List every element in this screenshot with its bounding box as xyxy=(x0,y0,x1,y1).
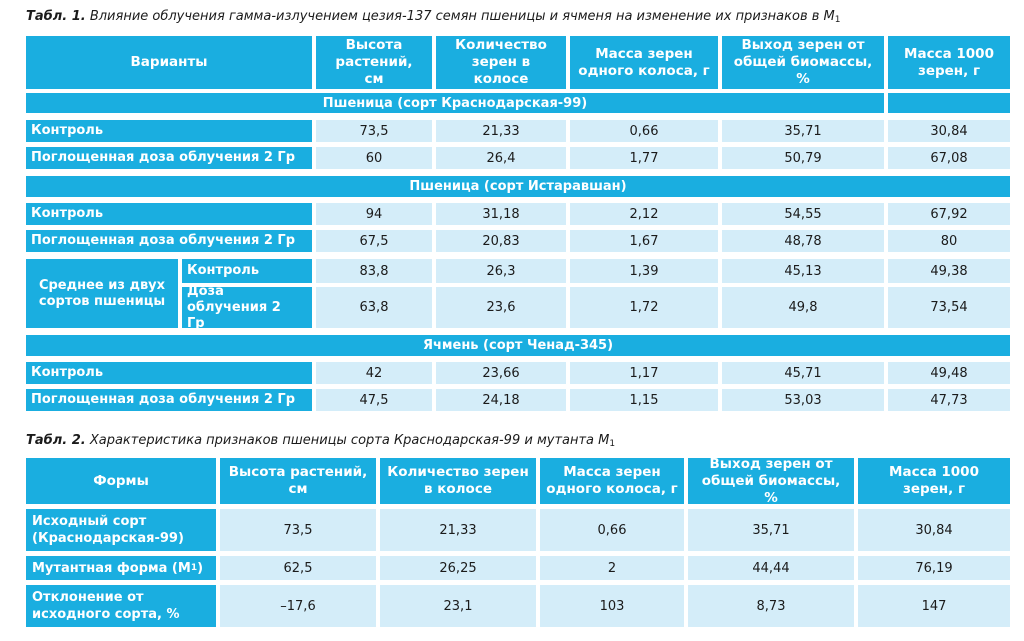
table1-cell: 2,12 xyxy=(570,203,718,225)
table1-section-title: Пшеница (сорт Истаравшан) xyxy=(26,176,1010,197)
table1-row-label: Поглощенная доза облучения 2 Гр xyxy=(26,389,312,411)
table1-header-grain-count: Количество зерен в колосе xyxy=(436,36,566,89)
table2-cell: 147 xyxy=(858,585,1010,627)
table2-row-label-main: Мутантная форма (M xyxy=(32,560,191,576)
table1-cell: 24,18 xyxy=(436,389,566,411)
table2-header-grain-yield: Выход зерен от общей биомассы, % xyxy=(688,456,854,506)
table1-section-title: Ячмень (сорт Ченад-345) xyxy=(26,335,1010,356)
table2-cell: 44,44 xyxy=(688,556,854,580)
table1-cell: 73,54 xyxy=(888,287,1010,328)
table2-row-label-sub: 1 xyxy=(190,562,198,573)
table2-header-mass-1000: Масса 1000 зерен, г xyxy=(858,458,1010,504)
table1-cell: 60 xyxy=(316,147,432,169)
table2-cell: 73,5 xyxy=(220,509,376,551)
table1-section-title-blank xyxy=(888,93,1010,113)
table2-row-label-end: ) xyxy=(197,560,204,576)
table1-row-label: Доза облучения 2 Гр xyxy=(182,284,312,331)
table2-cell: 26,25 xyxy=(380,556,536,580)
table1-cell: 31,18 xyxy=(436,203,566,225)
table1-row-label: Контроль xyxy=(26,120,312,142)
table2-cell: 35,71 xyxy=(688,509,854,551)
table1-cell: 1,17 xyxy=(570,362,718,384)
table1-row-label: Контроль xyxy=(182,259,312,283)
table2-cell: 2 xyxy=(540,556,684,580)
table1-row-label: Контроль xyxy=(26,203,312,225)
table1-row-label: Контроль xyxy=(26,362,312,384)
table2-header-grain-count: Количество зерен в колосе xyxy=(380,458,536,504)
table2-cell: 62,5 xyxy=(220,556,376,580)
table1-cell: 63,8 xyxy=(316,287,432,328)
table2-cell: 8,73 xyxy=(688,585,854,627)
table1-caption-text: Влияние облучения гамма-излучением цезия… xyxy=(89,9,835,24)
table1-section-title: Пшеница (сорт Краснодарская-99) xyxy=(26,93,884,113)
table1-cell: 48,78 xyxy=(722,230,884,252)
table1-cell: 54,55 xyxy=(722,203,884,225)
table2-cell: 21,33 xyxy=(380,509,536,551)
table2-row-label: Отклонение от исходного сорта, % xyxy=(26,585,216,627)
table1-cell: 1,72 xyxy=(570,287,718,328)
table1-group-label: Среднее из двух сортов пшеницы xyxy=(26,259,178,328)
table2-caption: Табл. 2. Характеристика признаков пшениц… xyxy=(26,433,615,452)
table2-caption-sub: 1 xyxy=(609,439,616,449)
table1-cell: 1,77 xyxy=(570,147,718,169)
table1-cell: 94 xyxy=(316,203,432,225)
table1-cell: 23,66 xyxy=(436,362,566,384)
table1-cell: 1,67 xyxy=(570,230,718,252)
table1-cell: 49,38 xyxy=(888,259,1010,283)
table1-header-ear-mass: Масса зерен одного колоса, г xyxy=(570,36,718,89)
table2-cell: 23,1 xyxy=(380,585,536,627)
table1-cell: 35,71 xyxy=(722,120,884,142)
table2-header-forms: Формы xyxy=(26,458,216,504)
table1-cell: 26,3 xyxy=(436,259,566,283)
table1-cell: 53,03 xyxy=(722,389,884,411)
table1-cell: 1,15 xyxy=(570,389,718,411)
table1-header-mass-1000: Масса 1000 зерен, г xyxy=(888,36,1010,89)
table1-cell: 26,4 xyxy=(436,147,566,169)
table1-caption-label: Табл. 1. xyxy=(26,9,86,24)
table1-cell: 67,92 xyxy=(888,203,1010,225)
table2-cell: –17,6 xyxy=(220,585,376,627)
table1-cell: 49,8 xyxy=(722,287,884,328)
table1-cell: 45,71 xyxy=(722,362,884,384)
table2-header-ear-mass: Масса зерен одного колоса, г xyxy=(540,458,684,504)
table1-cell: 80 xyxy=(888,230,1010,252)
table2-row-label: Исходный сорт (Краснодарская-99) xyxy=(26,509,216,551)
table1-cell: 23,6 xyxy=(436,287,566,328)
table1-cell: 67,5 xyxy=(316,230,432,252)
table2-cell: 103 xyxy=(540,585,684,627)
table1-header-height: Высота растений, см xyxy=(316,36,432,89)
table2-header-height: Высота растений, см xyxy=(220,458,376,504)
table1-cell: 0,66 xyxy=(570,120,718,142)
table2-caption-label: Табл. 2. xyxy=(26,433,86,448)
table1-cell: 67,08 xyxy=(888,147,1010,169)
table1-cell: 20,83 xyxy=(436,230,566,252)
table1-cell: 42 xyxy=(316,362,432,384)
table2-row-label: Мутантная форма (M 1) xyxy=(26,556,216,580)
table1-header-variants: Варианты xyxy=(26,36,312,89)
table2-caption-text: Характеристика признаков пшеницы сорта К… xyxy=(89,433,610,448)
table1-header-grain-yield: Выход зерен от общей биомассы, % xyxy=(722,36,884,89)
table1-cell: 21,33 xyxy=(436,120,566,142)
table2-cell: 0,66 xyxy=(540,509,684,551)
table1-cell: 47,5 xyxy=(316,389,432,411)
table1-cell: 45,13 xyxy=(722,259,884,283)
table1-cell: 30,84 xyxy=(888,120,1010,142)
table1-cell: 47,73 xyxy=(888,389,1010,411)
table1-cell: 1,39 xyxy=(570,259,718,283)
table1-caption: Табл. 1. Влияние облучения гамма-излучен… xyxy=(26,9,841,28)
table1-caption-sub: 1 xyxy=(834,15,841,25)
table1-cell: 73,5 xyxy=(316,120,432,142)
table1-cell: 50,79 xyxy=(722,147,884,169)
table2-cell: 30,84 xyxy=(858,509,1010,551)
table1-cell: 83,8 xyxy=(316,259,432,283)
table2-cell: 76,19 xyxy=(858,556,1010,580)
table1-row-label: Поглощенная доза облучения 2 Гр xyxy=(26,147,312,169)
table1-row-label: Поглощенная доза облучения 2 Гр xyxy=(26,230,312,252)
table1-cell: 49,48 xyxy=(888,362,1010,384)
